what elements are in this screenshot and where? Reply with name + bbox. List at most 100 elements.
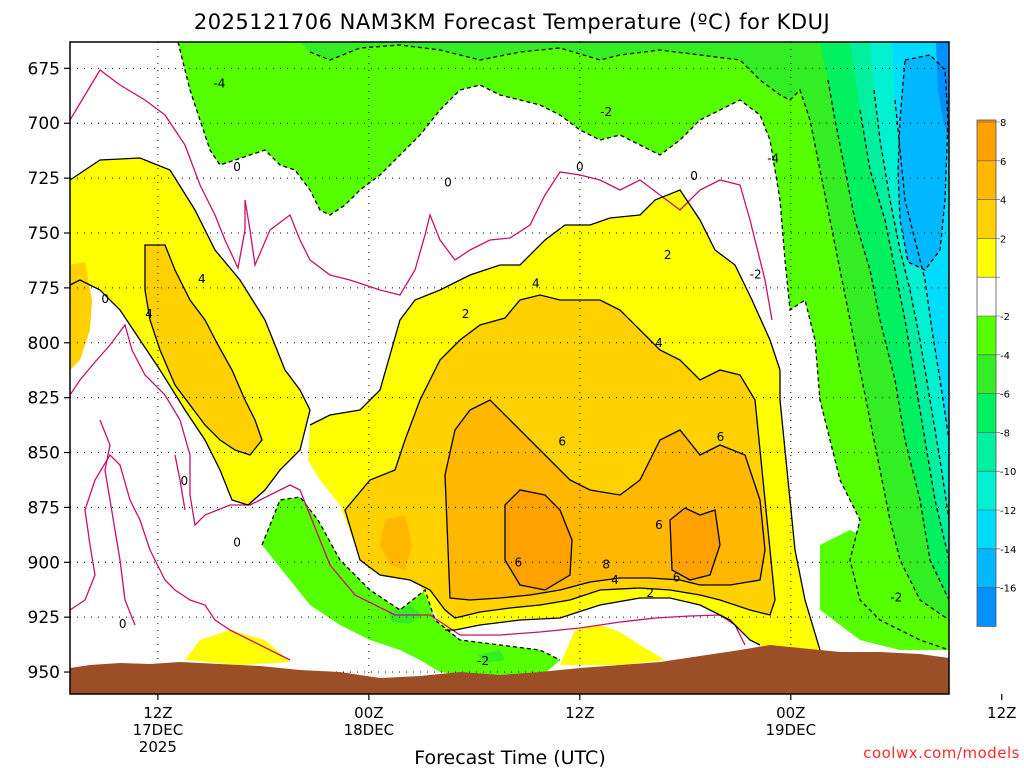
contour-label: -2	[750, 268, 762, 282]
y-tick-label: 800	[28, 334, 60, 354]
terrain-surface	[70, 645, 949, 694]
contour-label: 6	[717, 430, 725, 444]
x-tick-label: 19DEC	[765, 721, 816, 739]
x-tick-label: 12Z	[143, 704, 172, 722]
colorbar-cell	[977, 316, 996, 355]
x-tick-label: 00Z	[354, 704, 383, 722]
colorbar-cell	[977, 510, 996, 549]
region-minus2-lower-right	[820, 530, 949, 650]
contour-label: 0	[444, 175, 452, 189]
x-tick-label: 17DEC	[133, 721, 184, 739]
contour-label: 6	[558, 435, 566, 449]
contour-minus6	[827, 79, 949, 601]
contour-label: 2	[646, 586, 654, 600]
contour-label: -4	[213, 77, 225, 91]
colorbar-top-cap	[977, 120, 996, 122]
contour-plus4-main	[344, 294, 776, 619]
region-minus14	[898, 55, 948, 270]
y-tick-label: 775	[28, 279, 60, 299]
colorbar-cell	[977, 548, 996, 588]
colorbar-cell	[977, 122, 996, 161]
contour-minus14	[897, 54, 949, 271]
contour-label: 0	[690, 169, 698, 183]
colorbar-frame	[976, 119, 997, 627]
y-tick-label: 700	[28, 114, 60, 134]
contour-label: 2	[462, 307, 470, 321]
colorbar-cell	[977, 471, 996, 510]
contour-label: 4	[611, 573, 619, 587]
x-tick-label: 12Z	[987, 704, 1016, 722]
contour-label: -2	[477, 654, 489, 668]
contour-label: 0	[101, 292, 109, 306]
contour-zero-3	[70, 453, 291, 661]
region-plus2-surface-right	[560, 625, 665, 665]
region-plus2-surface-left	[185, 630, 290, 665]
credit-text: coolwx.com/models	[863, 744, 1020, 762]
colorbar-label: -16	[1000, 584, 1016, 595]
contour-lines	[70, 42, 949, 661]
contour-label: 0	[119, 617, 127, 631]
colorbar-label: 8	[1000, 118, 1006, 129]
contour-minus10	[873, 89, 949, 521]
contour-label: 6	[655, 518, 663, 532]
colorbar-label: -14	[1000, 545, 1016, 556]
colorbar-cell	[977, 238, 996, 278]
colorbar-cell	[977, 354, 996, 394]
contour-minus8	[859, 109, 949, 561]
contour-label: 0	[180, 474, 188, 488]
colorbar-cell	[977, 587, 996, 627]
y-tick-label: 725	[28, 169, 60, 189]
colorbar-cell	[977, 199, 996, 239]
contour-label: 4	[655, 336, 663, 350]
contour-label: 2	[664, 248, 672, 262]
contour-label: -2	[890, 590, 902, 604]
contour-plus2-lower	[445, 597, 761, 646]
y-tick-label: 950	[28, 663, 60, 683]
x-axis-label: Forecast Time (UTC)	[414, 747, 605, 768]
contour-zero-5	[174, 454, 186, 511]
contour-zero-4	[99, 419, 136, 626]
colorbar: 8 6 4 2 -2 -4 -6 -8 -10 -12 -14 -16	[976, 118, 1016, 627]
colorbar-label: -6	[1000, 390, 1010, 401]
colorbar-label: -10	[1000, 467, 1016, 478]
colorbar-label: -12	[1000, 506, 1016, 517]
y-tick-label: 750	[28, 224, 60, 244]
colorbar-label: 4	[1000, 196, 1006, 207]
contour-plus2-left	[70, 157, 311, 506]
contour-label: 0	[233, 536, 241, 550]
x-tick-label: 18DEC	[344, 721, 395, 739]
y-axis-ticks: 675 700 725 750 775 800 825 850 875 900 925 950	[28, 59, 70, 683]
contour-zero-1	[70, 69, 773, 321]
colorbar-cell	[977, 432, 996, 472]
region-minus4-lower	[388, 605, 505, 663]
y-tick-label: 850	[28, 444, 60, 464]
chart-title: 2025121706 NAM3KM Forecast Temperature (…	[194, 10, 830, 34]
colorbar-cell	[977, 277, 996, 316]
region-plus4-left	[70, 245, 262, 455]
contour-label: -4	[767, 151, 779, 165]
x-tick-label: 00Z	[776, 704, 805, 722]
contour-label: 6	[514, 555, 522, 569]
contour-plus4-left	[144, 244, 263, 456]
contour-plus6-main	[444, 399, 766, 601]
colorbar-cell	[977, 160, 996, 200]
contour-label: 6	[673, 571, 681, 585]
contour-plus2-main	[309, 189, 821, 651]
x-tick-label: 12Z	[565, 704, 594, 722]
contour-label: 4	[532, 276, 540, 290]
contour-label: 0	[233, 160, 241, 174]
region-plus6-main	[380, 400, 765, 600]
region-minus16	[936, 42, 949, 140]
contour-label: 4	[145, 307, 153, 321]
region-plus8-center	[505, 490, 572, 590]
colorbar-label: -4	[1000, 351, 1010, 362]
colorbar-label: -2	[1000, 312, 1010, 323]
contour-plus8-center	[504, 489, 573, 591]
contour-zero-2	[70, 323, 746, 646]
contour-label: 0	[576, 160, 584, 174]
y-tick-label: 925	[28, 608, 60, 628]
contour-minus12	[894, 99, 949, 441]
contour-plus8-right	[669, 507, 721, 581]
